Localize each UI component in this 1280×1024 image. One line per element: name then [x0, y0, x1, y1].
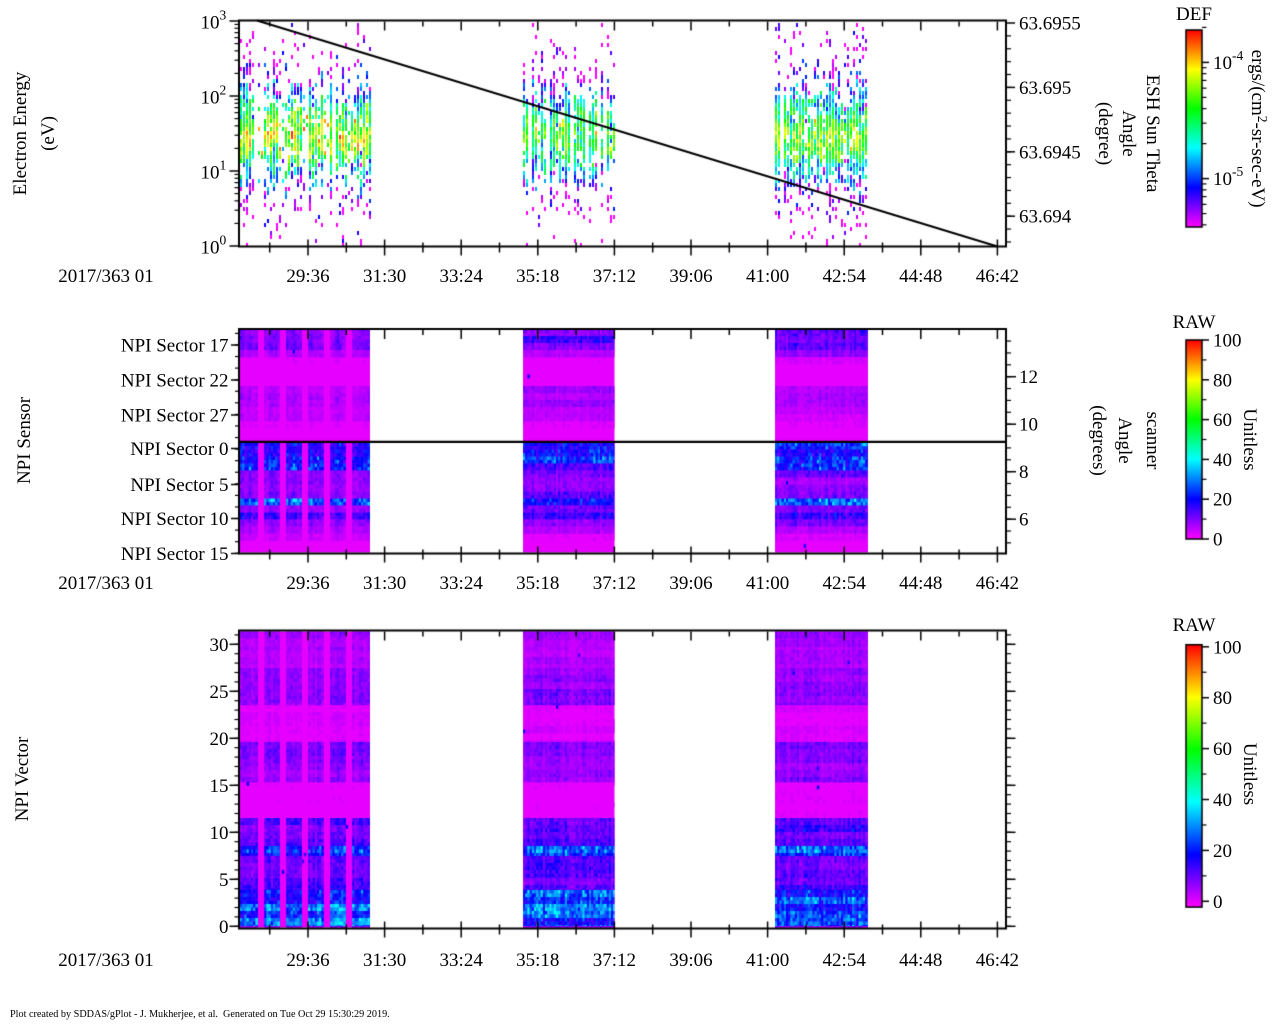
svg-text:31:30: 31:30 [363, 266, 406, 287]
svg-text:20: 20 [1213, 841, 1232, 862]
svg-text:10: 10 [201, 88, 220, 109]
svg-text:NPI Sector 22: NPI Sector 22 [121, 371, 229, 392]
svg-text:Electron Energy: Electron Energy [10, 71, 31, 195]
svg-text:0: 0 [1213, 530, 1223, 551]
svg-text:100: 100 [1213, 637, 1242, 658]
svg-text:12: 12 [1019, 367, 1038, 388]
svg-text:NPI Sensor: NPI Sensor [14, 396, 35, 484]
svg-text:46:42: 46:42 [976, 266, 1019, 287]
svg-text:(degree): (degree) [1094, 102, 1115, 165]
svg-text:10-4: 10-4 [1213, 48, 1243, 74]
svg-text:Unitless: Unitless [1239, 743, 1260, 805]
svg-text:(eV): (eV) [38, 116, 59, 151]
svg-text:Angle: Angle [1114, 417, 1135, 463]
svg-text:80: 80 [1213, 688, 1232, 709]
svg-text:10: 10 [210, 823, 229, 844]
svg-text:NPI Sector 27: NPI Sector 27 [121, 406, 229, 427]
svg-text:31:30: 31:30 [363, 950, 406, 971]
svg-text:NPI Sector 0: NPI Sector 0 [130, 439, 228, 460]
svg-text:15: 15 [210, 776, 229, 797]
svg-text:41:00: 41:00 [746, 573, 789, 594]
svg-text:2017/363 01: 2017/363 01 [58, 950, 154, 971]
svg-text:37:12: 37:12 [593, 573, 636, 594]
svg-text:41:00: 41:00 [746, 950, 789, 971]
svg-text:NPI Vector: NPI Vector [12, 736, 33, 821]
svg-text:42:54: 42:54 [823, 573, 867, 594]
svg-text:20: 20 [1213, 490, 1232, 511]
svg-text:40: 40 [1213, 450, 1232, 471]
svg-text:29:36: 29:36 [286, 950, 329, 971]
svg-text:35:18: 35:18 [516, 950, 559, 971]
svg-text:63.6945: 63.6945 [1019, 142, 1081, 163]
svg-text:44:48: 44:48 [899, 266, 942, 287]
svg-text:10: 10 [201, 238, 220, 259]
svg-text:8: 8 [1019, 462, 1029, 483]
svg-text:63.694: 63.694 [1019, 207, 1072, 228]
svg-text:10-5: 10-5 [1213, 164, 1243, 190]
svg-text:60: 60 [1213, 410, 1232, 431]
svg-text:80: 80 [1213, 370, 1232, 391]
svg-text:0: 0 [1213, 892, 1223, 913]
svg-text:5: 5 [219, 870, 229, 891]
svg-text:63.695: 63.695 [1019, 78, 1071, 99]
svg-text:Angle: Angle [1118, 110, 1139, 156]
svg-text:41:00: 41:00 [746, 266, 789, 287]
svg-text:1: 1 [220, 158, 227, 173]
svg-text:42:54: 42:54 [823, 266, 867, 287]
svg-text:Plot created by SDDAS/gPlot -: Plot created by SDDAS/gPlot - J. Mukherj… [10, 1009, 390, 1020]
svg-text:2017/363 01: 2017/363 01 [58, 573, 154, 594]
svg-text:0: 0 [220, 233, 227, 248]
svg-text:33:24: 33:24 [440, 266, 484, 287]
svg-text:29:36: 29:36 [286, 573, 329, 594]
svg-text:3: 3 [220, 8, 227, 23]
svg-text:10: 10 [201, 163, 220, 184]
svg-text:ESH Sun Theta: ESH Sun Theta [1142, 75, 1163, 193]
svg-text:Unitless: Unitless [1239, 408, 1260, 470]
svg-text:20: 20 [210, 729, 229, 750]
svg-text:29:36: 29:36 [286, 266, 329, 287]
svg-text:RAW: RAW [1173, 615, 1216, 636]
svg-text:NPI Sector 15: NPI Sector 15 [121, 544, 229, 565]
svg-text:39:06: 39:06 [669, 573, 712, 594]
svg-text:(degrees): (degrees) [1088, 405, 1109, 476]
svg-text:25: 25 [210, 682, 229, 703]
svg-text:DEF: DEF [1176, 4, 1212, 25]
svg-text:10: 10 [201, 13, 220, 34]
svg-text:63.6955: 63.6955 [1019, 14, 1081, 35]
svg-text:6: 6 [1019, 510, 1029, 531]
svg-text:33:24: 33:24 [440, 573, 484, 594]
svg-text:31:30: 31:30 [363, 573, 406, 594]
svg-text:RAW: RAW [1173, 312, 1216, 333]
svg-text:35:18: 35:18 [516, 573, 559, 594]
svg-text:46:42: 46:42 [976, 950, 1019, 971]
svg-text:NPI Sector 10: NPI Sector 10 [121, 509, 229, 530]
svg-text:46:42: 46:42 [976, 573, 1019, 594]
svg-text:0: 0 [219, 917, 229, 938]
svg-text:35:18: 35:18 [516, 266, 559, 287]
svg-text:33:24: 33:24 [440, 950, 484, 971]
svg-text:NPI Sector 17: NPI Sector 17 [121, 336, 229, 357]
svg-text:39:06: 39:06 [669, 266, 712, 287]
svg-text:NPI Sector 5: NPI Sector 5 [130, 475, 228, 496]
svg-text:2017/363 01: 2017/363 01 [58, 266, 154, 287]
svg-text:39:06: 39:06 [669, 950, 712, 971]
svg-text:scanner: scanner [1142, 411, 1163, 470]
svg-text:60: 60 [1213, 739, 1232, 760]
svg-text:2: 2 [220, 83, 227, 98]
svg-text:40: 40 [1213, 790, 1232, 811]
svg-text:ergs/(cm2-sr-sec-eV): ergs/(cm2-sr-sec-eV) [1247, 50, 1270, 208]
svg-text:42:54: 42:54 [823, 950, 867, 971]
svg-text:10: 10 [1019, 415, 1038, 436]
svg-text:37:12: 37:12 [593, 266, 636, 287]
svg-text:44:48: 44:48 [899, 573, 942, 594]
svg-text:37:12: 37:12 [593, 950, 636, 971]
svg-text:30: 30 [210, 635, 229, 656]
svg-text:100: 100 [1213, 331, 1242, 352]
svg-text:44:48: 44:48 [899, 950, 942, 971]
